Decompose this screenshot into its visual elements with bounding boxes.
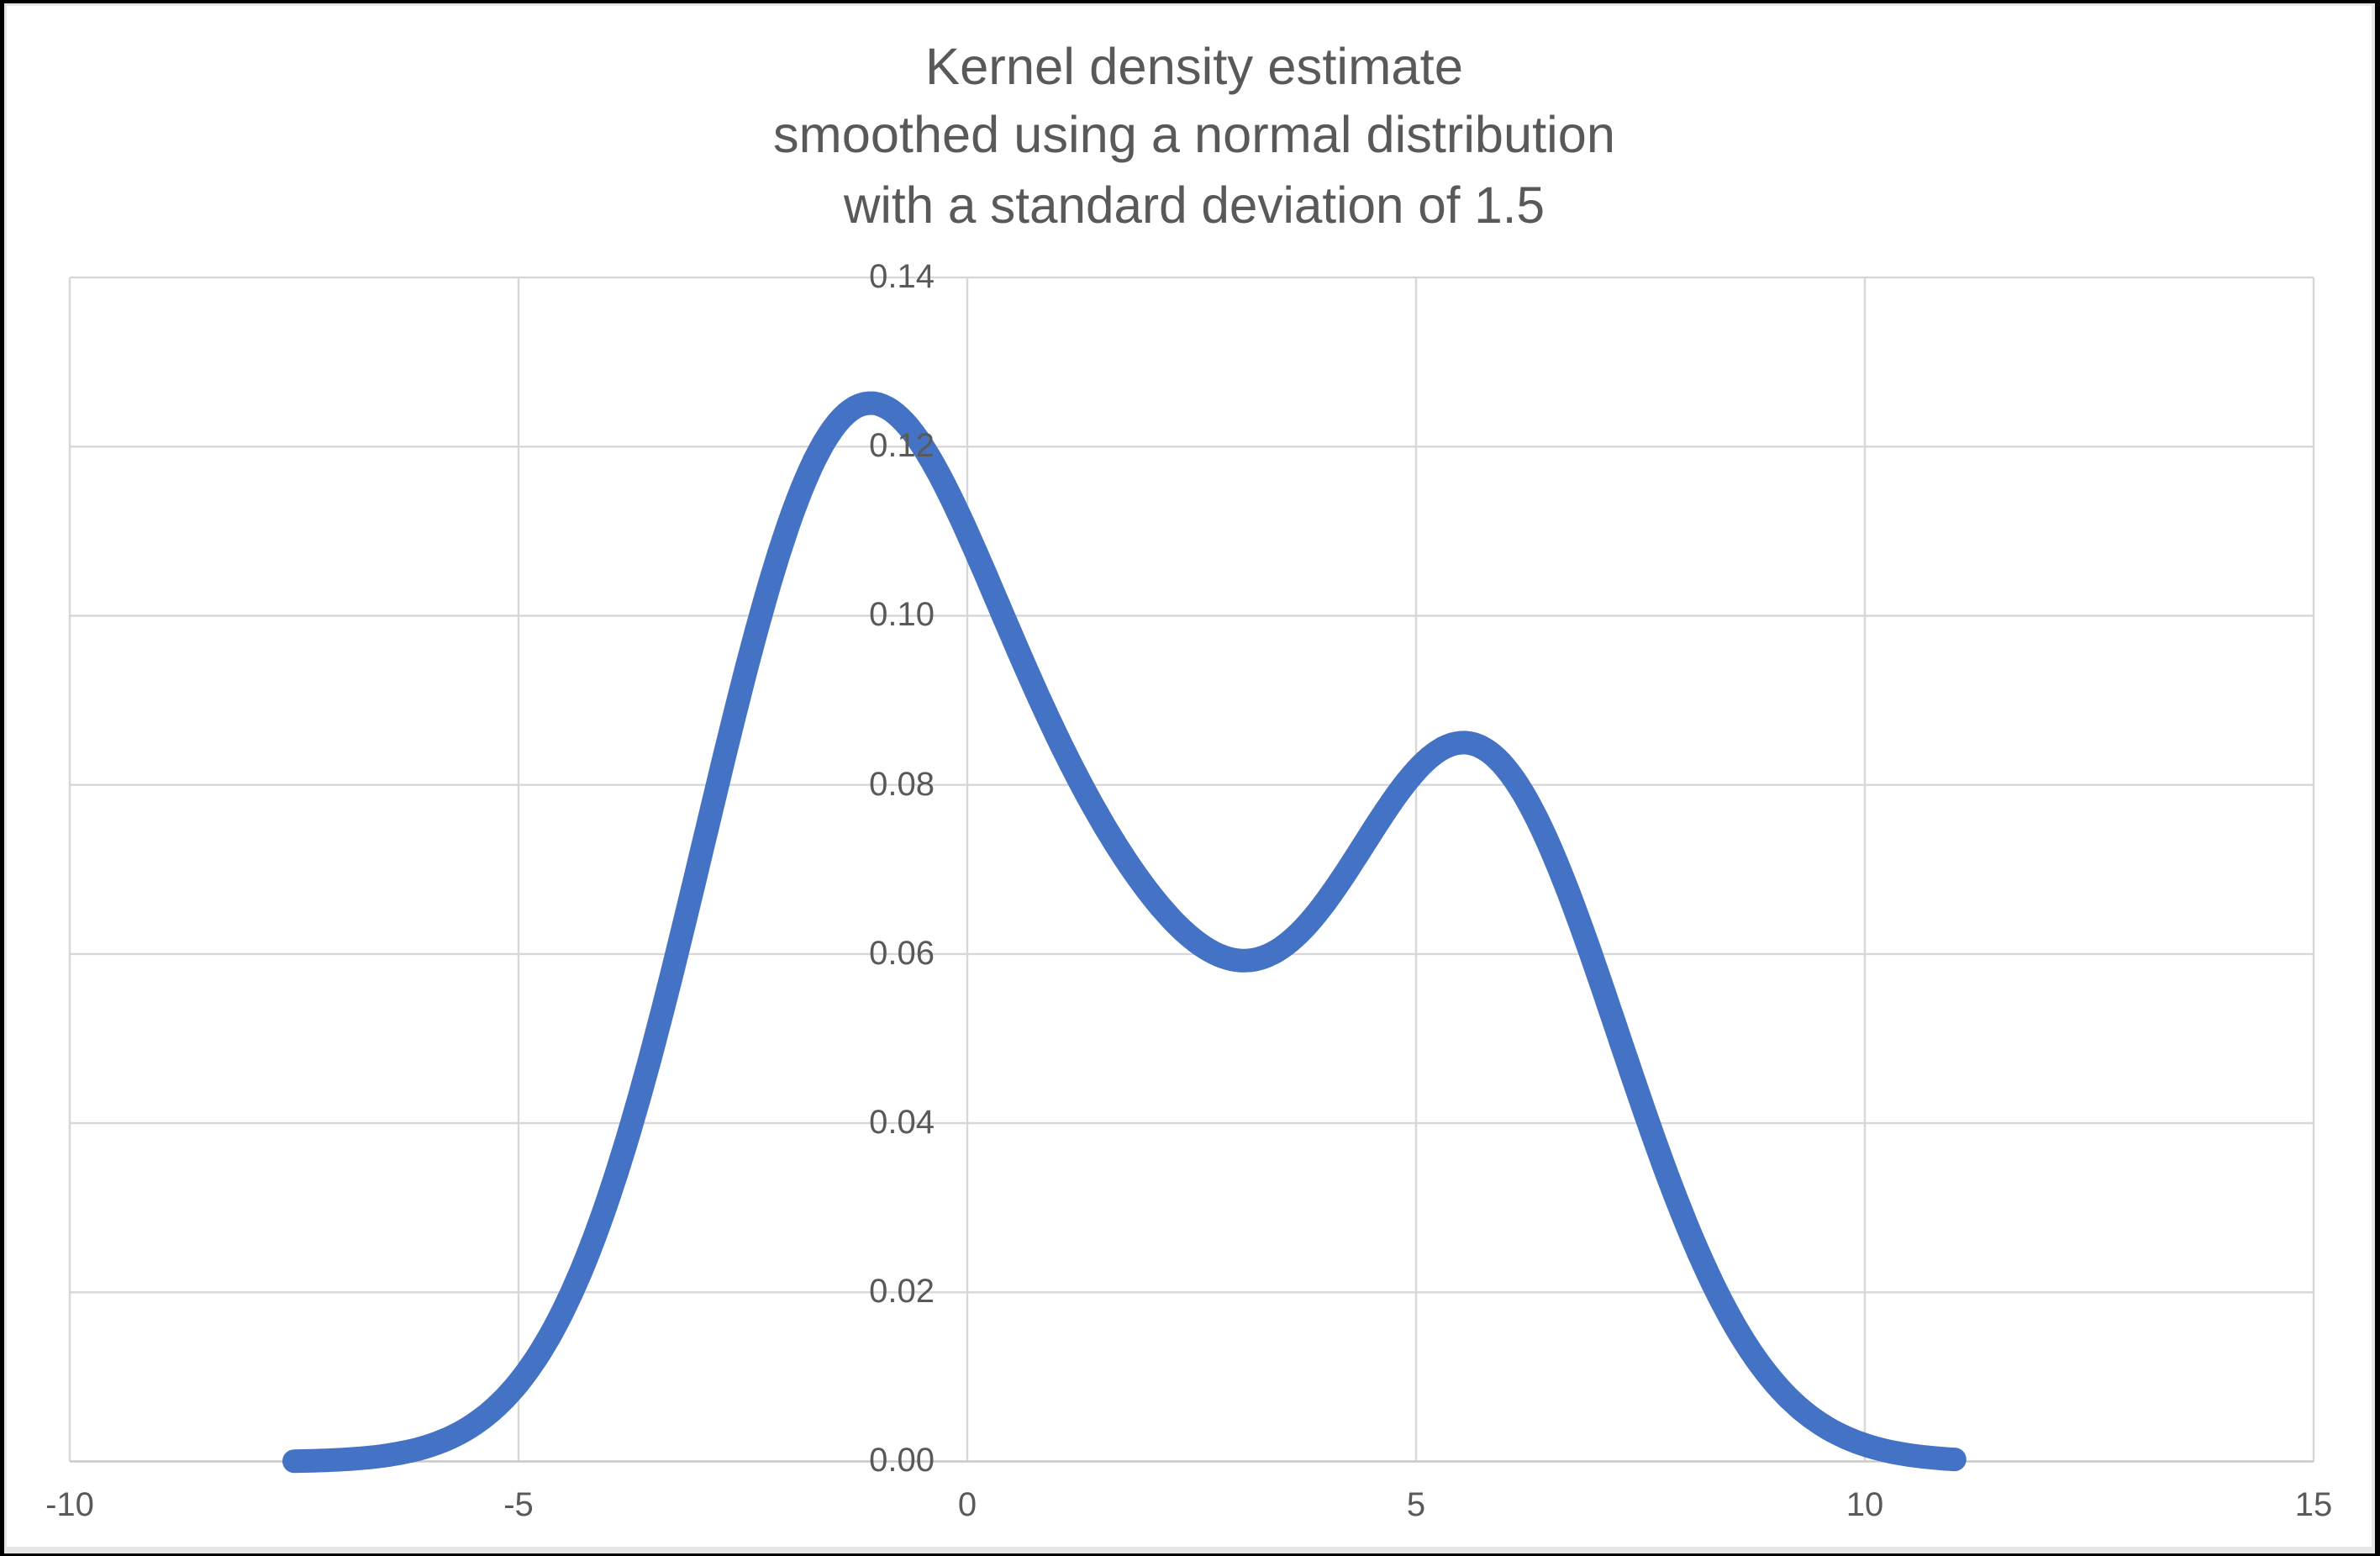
svg-text:0.08: 0.08	[869, 766, 935, 803]
svg-text:with a standard deviation of 1: with a standard deviation of 1.5	[843, 177, 1545, 234]
svg-text:0.14: 0.14	[869, 258, 935, 295]
svg-text:0: 0	[958, 1486, 977, 1523]
svg-text:0.02: 0.02	[869, 1273, 935, 1310]
svg-text:0.10: 0.10	[869, 596, 935, 633]
svg-text:-10: -10	[45, 1486, 94, 1523]
svg-text:15: 15	[2295, 1486, 2333, 1523]
svg-text:-5: -5	[503, 1486, 534, 1523]
svg-text:smoothed using a normal distri: smoothed using a normal distribution	[773, 106, 1615, 163]
svg-text:Kernel density estimate: Kernel density estimate	[925, 38, 1463, 95]
svg-text:0.04: 0.04	[869, 1104, 935, 1141]
svg-text:0.06: 0.06	[869, 935, 935, 972]
svg-text:10: 10	[1846, 1486, 1884, 1523]
svg-text:0.00: 0.00	[869, 1442, 935, 1479]
svg-text:0.12: 0.12	[869, 427, 935, 464]
svg-text:5: 5	[1407, 1486, 1425, 1523]
